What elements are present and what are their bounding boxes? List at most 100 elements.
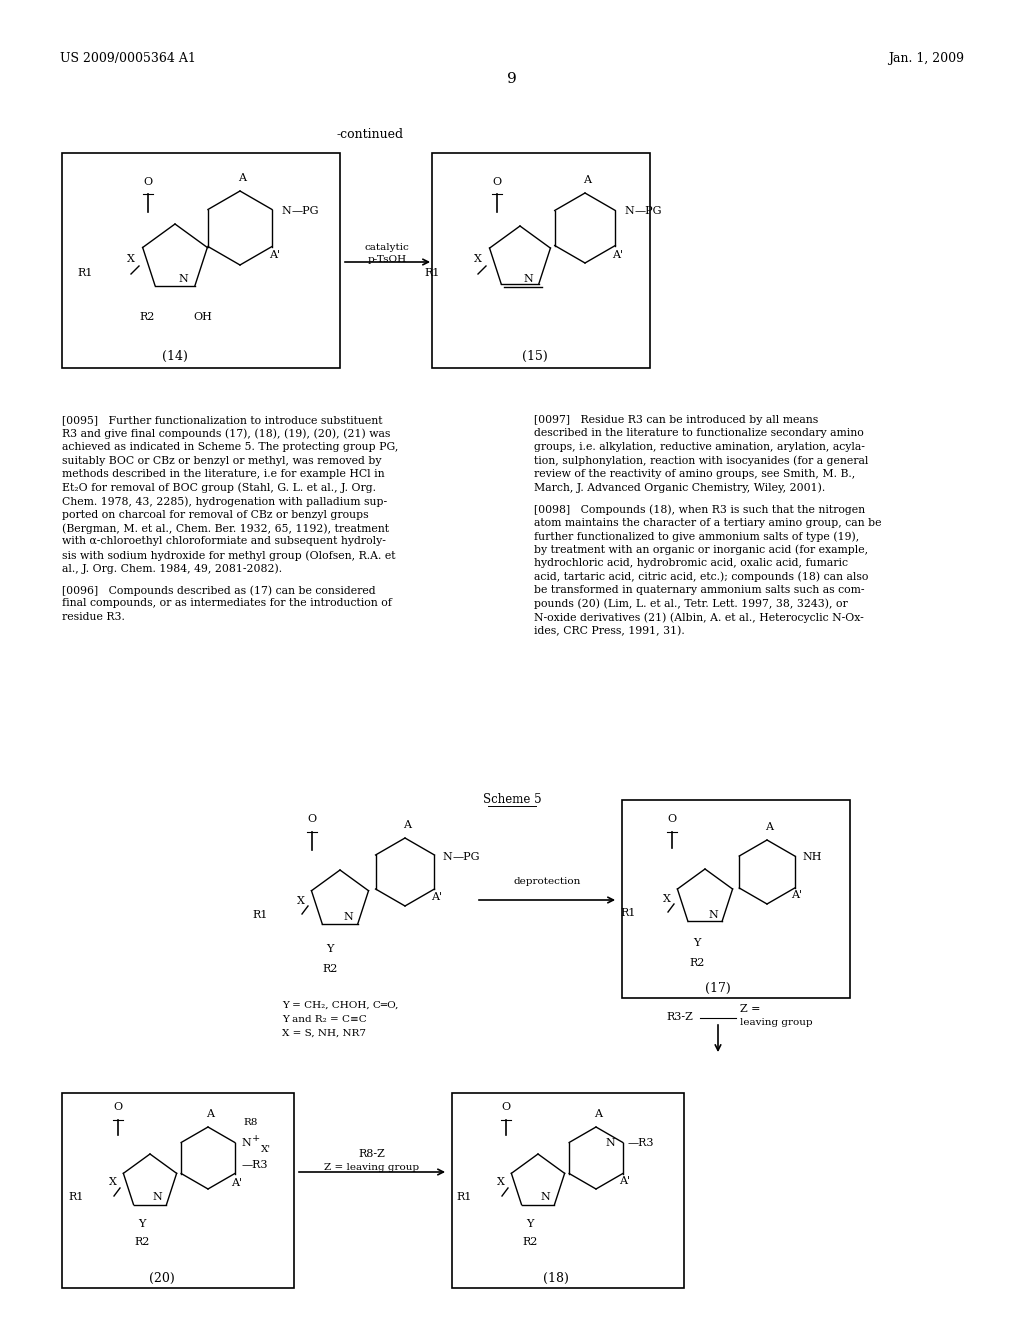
Bar	[432, 153, 650, 368]
Text: Y: Y	[693, 939, 700, 948]
Text: A: A	[594, 1109, 602, 1119]
Text: ported on charcoal for removal of CBz or benzyl groups: ported on charcoal for removal of CBz or…	[62, 510, 369, 520]
Text: O: O	[668, 814, 677, 824]
Text: N: N	[540, 1192, 550, 1203]
Text: by treatment with an organic or inorganic acid (for example,: by treatment with an organic or inorgani…	[534, 544, 868, 556]
Text: atom maintains the character of a tertiary amino group, can be: atom maintains the character of a tertia…	[534, 517, 882, 528]
Text: Y: Y	[138, 1218, 145, 1229]
Text: O: O	[143, 177, 153, 187]
Text: with α-chloroethyl chloroformiate and subsequent hydroly-: with α-chloroethyl chloroformiate and su…	[62, 536, 386, 546]
Text: X: X	[474, 253, 482, 264]
Text: R2: R2	[134, 1237, 150, 1247]
Text: R2: R2	[689, 958, 705, 968]
Text: X: X	[497, 1177, 505, 1187]
Text: achieved as indicated in Scheme 5. The protecting group PG,: achieved as indicated in Scheme 5. The p…	[62, 442, 398, 451]
Text: sis with sodium hydroxide for methyl group (Olofsen, R.A. et: sis with sodium hydroxide for methyl gro…	[62, 550, 395, 561]
Text: described in the literature to functionalize secondary amino: described in the literature to functiona…	[534, 429, 864, 438]
Text: groups, i.e. alkylation, reductive amination, arylation, acyla-: groups, i.e. alkylation, reductive amina…	[534, 442, 865, 451]
Text: review of the reactivity of amino groups, see Smith, M. B.,: review of the reactivity of amino groups…	[534, 469, 855, 479]
Text: R8-Z: R8-Z	[358, 1148, 385, 1159]
Text: OH: OH	[193, 312, 212, 322]
Text: O: O	[502, 1102, 511, 1111]
Text: R2: R2	[522, 1237, 538, 1247]
Text: Et₂O for removal of BOC group (Stahl, G. L. et al., J. Org.: Et₂O for removal of BOC group (Stahl, G.…	[62, 483, 376, 494]
Text: R2: R2	[139, 312, 155, 322]
Bar	[62, 153, 340, 368]
Text: ides, CRC Press, 1991, 31).: ides, CRC Press, 1991, 31).	[534, 626, 685, 636]
Text: further functionalized to give ammonium salts of type (19),: further functionalized to give ammonium …	[534, 531, 859, 541]
Text: O: O	[114, 1102, 123, 1111]
Text: R1: R1	[78, 268, 93, 279]
Text: residue R3.: residue R3.	[62, 612, 125, 622]
Text: Y = CH₂, CHOH, C═O,: Y = CH₂, CHOH, C═O,	[282, 1001, 398, 1010]
Text: R2: R2	[323, 964, 338, 974]
Text: (15): (15)	[522, 350, 548, 363]
Text: A: A	[206, 1109, 214, 1119]
Text: hydrochloric acid, hydrobromic acid, oxalic acid, fumaric: hydrochloric acid, hydrobromic acid, oxa…	[534, 558, 848, 568]
Text: acid, tartaric acid, citric acid, etc.); compounds (18) can also: acid, tartaric acid, citric acid, etc.);…	[534, 572, 868, 582]
Text: p-TsOH: p-TsOH	[368, 255, 407, 264]
Text: tion, sulphonylation, reaction with isocyanides (for a general: tion, sulphonylation, reaction with isoc…	[534, 455, 868, 466]
Text: N: N	[442, 851, 452, 862]
Text: +: +	[252, 1134, 260, 1143]
Text: final compounds, or as intermediates for the introduction of: final compounds, or as intermediates for…	[62, 598, 392, 609]
Text: —PG: —PG	[292, 206, 319, 216]
Text: Z = leaving group: Z = leaving group	[325, 1163, 420, 1172]
Text: R1: R1	[457, 1192, 472, 1203]
Text: O: O	[493, 177, 502, 187]
Text: Chem. 1978, 43, 2285), hydrogenation with palladium sup-: Chem. 1978, 43, 2285), hydrogenation wit…	[62, 496, 387, 507]
Text: pounds (20) (Lim, L. et al., Tetr. Lett. 1997, 38, 3243), or: pounds (20) (Lim, L. et al., Tetr. Lett.…	[534, 598, 848, 609]
Text: March, J. Advanced Organic Chemistry, Wiley, 2001).: March, J. Advanced Organic Chemistry, Wi…	[534, 483, 825, 494]
Text: R3-Z: R3-Z	[667, 1012, 693, 1022]
Text: X: X	[297, 896, 305, 906]
Text: Y: Y	[327, 944, 334, 954]
Text: O: O	[307, 814, 316, 824]
Text: N: N	[605, 1138, 615, 1148]
Text: A': A'	[612, 249, 624, 260]
Text: -continued: -continued	[337, 128, 403, 141]
Text: —PG: —PG	[635, 206, 663, 216]
Text: deprotection: deprotection	[513, 876, 581, 886]
Text: X = S, NH, NR7: X = S, NH, NR7	[282, 1030, 366, 1038]
Text: A: A	[765, 822, 773, 832]
Text: (17): (17)	[706, 982, 731, 995]
Text: [0098]   Compounds (18), when R3 is such that the nitrogen: [0098] Compounds (18), when R3 is such t…	[534, 504, 865, 515]
Text: Scheme 5: Scheme 5	[482, 793, 542, 807]
Text: X': X'	[261, 1144, 271, 1154]
Text: N: N	[343, 912, 353, 921]
Text: —R3: —R3	[242, 1160, 268, 1170]
Bar	[452, 1093, 684, 1288]
Text: A': A'	[431, 892, 442, 902]
Text: catalytic: catalytic	[365, 243, 410, 252]
Bar	[62, 1093, 294, 1288]
Text: A: A	[403, 820, 411, 830]
Text: leaving group: leaving group	[740, 1018, 813, 1027]
Text: N: N	[523, 275, 532, 284]
Text: A': A'	[269, 249, 281, 260]
Text: A': A'	[618, 1176, 630, 1185]
Text: N: N	[241, 1138, 251, 1148]
Text: X: X	[110, 1177, 117, 1187]
Text: A: A	[238, 173, 246, 183]
Text: al., J. Org. Chem. 1984, 49, 2081-2082).: al., J. Org. Chem. 1984, 49, 2081-2082).	[62, 564, 283, 574]
Text: R1: R1	[425, 268, 440, 279]
Text: N: N	[281, 206, 291, 216]
Text: X: X	[664, 894, 671, 904]
Text: R3 and give final compounds (17), (18), (19), (20), (21) was: R3 and give final compounds (17), (18), …	[62, 429, 390, 440]
Text: suitably BOC or CBz or benzyl or methyl, was removed by: suitably BOC or CBz or benzyl or methyl,…	[62, 455, 382, 466]
Text: (20): (20)	[150, 1272, 175, 1284]
Bar	[622, 800, 850, 998]
Text: [0096]   Compounds described as (17) can be considered: [0096] Compounds described as (17) can b…	[62, 585, 376, 595]
Text: A': A'	[791, 890, 802, 900]
Text: N: N	[624, 206, 634, 216]
Text: N: N	[153, 1192, 162, 1203]
Text: N-oxide derivatives (21) (Albin, A. et al., Heterocyclic N-Ox-: N-oxide derivatives (21) (Albin, A. et a…	[534, 612, 864, 623]
Text: N: N	[709, 909, 718, 920]
Text: R1: R1	[69, 1192, 84, 1203]
Text: 9: 9	[507, 73, 517, 86]
Text: be transformed in quaternary ammonium salts such as com-: be transformed in quaternary ammonium sa…	[534, 585, 864, 595]
Text: (18): (18)	[543, 1272, 569, 1284]
Text: A: A	[583, 176, 591, 185]
Text: US 2009/0005364 A1: US 2009/0005364 A1	[60, 51, 196, 65]
Text: (Bergman, M. et al., Chem. Ber. 1932, 65, 1192), treatment: (Bergman, M. et al., Chem. Ber. 1932, 65…	[62, 523, 389, 533]
